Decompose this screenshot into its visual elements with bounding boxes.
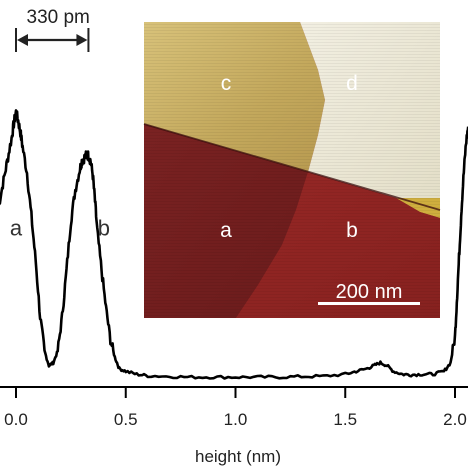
x-tick-label-4: 2.0 [443, 410, 467, 429]
spacing-arrow-right-icon [76, 34, 88, 46]
height-distribution-line [0, 109, 468, 380]
afm-inset-image: c d a b 200 nm [143, 22, 441, 318]
x-tick-label-1: 0.5 [114, 410, 138, 429]
spacing-label: 330 pm [27, 7, 90, 28]
inset-label-d: d [346, 72, 358, 95]
scale-bar-label: 200 nm [336, 281, 403, 303]
scale-bar [318, 302, 420, 305]
x-tick-label-0: 0.0 [4, 410, 28, 429]
spacing-arrow-left-icon [17, 34, 28, 46]
inset-label-a: a [220, 219, 232, 242]
inset-label-b: b [346, 219, 358, 242]
x-tick-label-2: 1.0 [224, 410, 248, 429]
peak-label-b: b [98, 215, 110, 240]
peak-label-a: a [10, 215, 23, 240]
x-axis-label: height (nm) [195, 447, 281, 466]
spacing-annotation: 330 pm [15, 7, 90, 52]
x-axis-ticks: 0.0 0.5 1.0 1.5 2.0 [4, 387, 467, 429]
x-tick-label-3: 1.5 [333, 410, 357, 429]
inset-label-c: c [221, 72, 232, 95]
scan-lines [144, 22, 440, 318]
